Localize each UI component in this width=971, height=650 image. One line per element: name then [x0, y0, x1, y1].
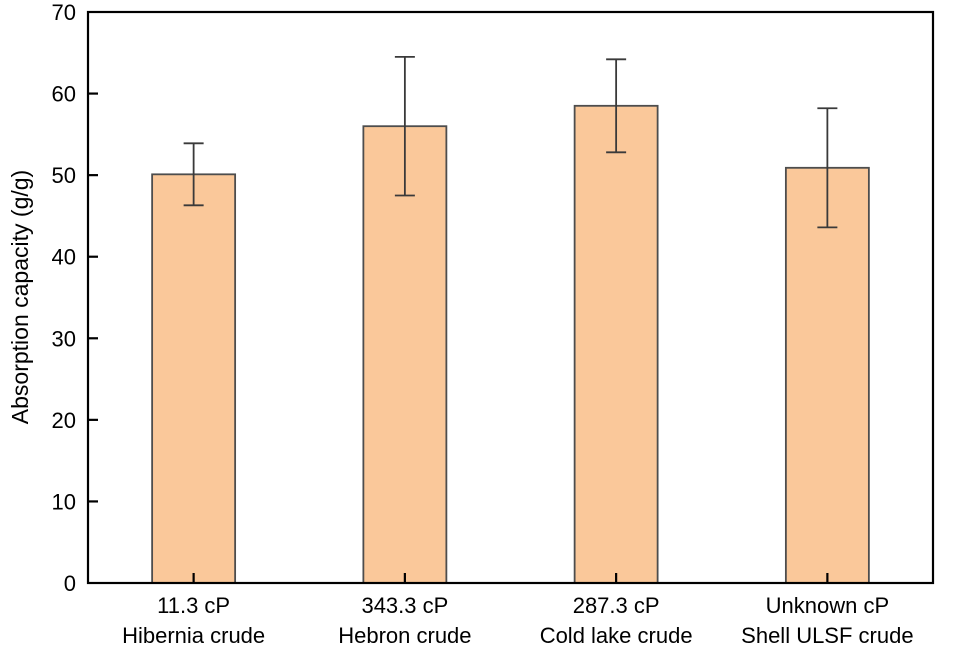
- category-label-name: Hibernia crude: [122, 623, 265, 648]
- error-bars-group: [183, 55, 838, 229]
- category-label-name: Hebron crude: [338, 623, 471, 648]
- plot-frame: [86, 10, 935, 585]
- category-label-viscosity: Unknown cP: [766, 593, 890, 618]
- ticks-group: [88, 92, 829, 583]
- y-tick-label: 30: [52, 326, 76, 351]
- category-label-viscosity: 343.3 cP: [361, 593, 448, 618]
- labels-group: 0 10 20 30 40 50 60 70 11.3 cP Hibernia crude 343.…: [52, 0, 914, 648]
- category-label-viscosity: 287.3 cP: [573, 593, 660, 618]
- bar: [151, 173, 237, 584]
- bars-group: [151, 104, 870, 584]
- y-tick-label: 40: [52, 245, 76, 270]
- y-tick-label: 70: [52, 0, 76, 25]
- bar: [573, 104, 659, 584]
- y-tick-label: 10: [52, 489, 76, 514]
- category-label-name: Cold lake crude: [540, 623, 693, 648]
- y-tick-label: 0: [64, 571, 76, 596]
- bar: [784, 166, 870, 584]
- y-tick-label: 20: [52, 408, 76, 433]
- y-axis-title: Absorption capacity (g/g): [7, 170, 33, 424]
- y-tick-label: 50: [52, 163, 76, 188]
- y-tick-label: 60: [52, 82, 76, 107]
- bar: [362, 125, 448, 584]
- category-label-viscosity: 11.3 cP: [157, 593, 230, 618]
- category-label-name: Shell ULSF crude: [741, 623, 913, 648]
